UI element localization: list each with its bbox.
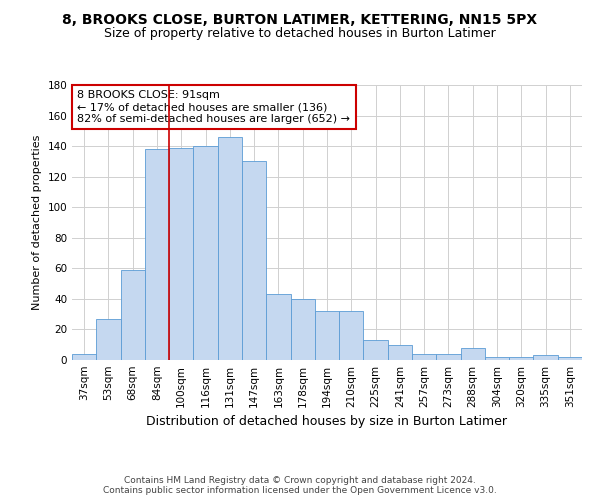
Bar — [436, 354, 461, 360]
Text: Contains HM Land Registry data © Crown copyright and database right 2024.
Contai: Contains HM Land Registry data © Crown c… — [103, 476, 497, 495]
Bar — [72, 354, 96, 360]
Text: 8 BROOKS CLOSE: 91sqm
← 17% of detached houses are smaller (136)
82% of semi-det: 8 BROOKS CLOSE: 91sqm ← 17% of detached … — [77, 90, 350, 124]
Bar — [121, 270, 145, 360]
Bar — [242, 162, 266, 360]
X-axis label: Distribution of detached houses by size in Burton Latimer: Distribution of detached houses by size … — [146, 416, 508, 428]
Bar — [266, 294, 290, 360]
Bar — [364, 340, 388, 360]
Y-axis label: Number of detached properties: Number of detached properties — [32, 135, 42, 310]
Bar — [218, 137, 242, 360]
Bar — [461, 348, 485, 360]
Bar — [315, 311, 339, 360]
Bar — [558, 357, 582, 360]
Bar — [412, 354, 436, 360]
Bar — [169, 148, 193, 360]
Bar — [485, 357, 509, 360]
Bar — [533, 356, 558, 360]
Bar — [339, 311, 364, 360]
Text: 8, BROOKS CLOSE, BURTON LATIMER, KETTERING, NN15 5PX: 8, BROOKS CLOSE, BURTON LATIMER, KETTERI… — [62, 12, 538, 26]
Bar — [388, 344, 412, 360]
Bar — [145, 149, 169, 360]
Bar — [290, 299, 315, 360]
Bar — [509, 357, 533, 360]
Bar — [96, 319, 121, 360]
Text: Size of property relative to detached houses in Burton Latimer: Size of property relative to detached ho… — [104, 28, 496, 40]
Bar — [193, 146, 218, 360]
